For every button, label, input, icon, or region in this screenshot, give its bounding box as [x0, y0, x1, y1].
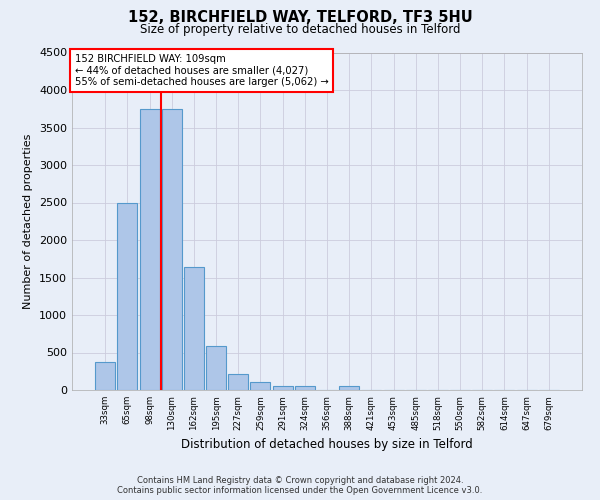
Bar	[295, 386, 315, 390]
Text: 152 BIRCHFIELD WAY: 109sqm
← 44% of detached houses are smaller (4,027)
55% of s: 152 BIRCHFIELD WAY: 109sqm ← 44% of deta…	[74, 54, 328, 88]
X-axis label: Distribution of detached houses by size in Telford: Distribution of detached houses by size …	[181, 438, 473, 451]
Bar	[162, 109, 182, 390]
Bar	[228, 374, 248, 390]
Bar	[206, 346, 226, 390]
Text: 152, BIRCHFIELD WAY, TELFORD, TF3 5HU: 152, BIRCHFIELD WAY, TELFORD, TF3 5HU	[128, 10, 472, 25]
Bar	[118, 202, 137, 390]
Bar	[184, 267, 204, 390]
Bar	[272, 386, 293, 390]
Bar	[250, 382, 271, 390]
Text: Contains HM Land Registry data © Crown copyright and database right 2024.
Contai: Contains HM Land Registry data © Crown c…	[118, 476, 482, 495]
Bar	[140, 109, 160, 390]
Bar	[95, 362, 115, 390]
Y-axis label: Number of detached properties: Number of detached properties	[23, 134, 34, 309]
Text: Size of property relative to detached houses in Telford: Size of property relative to detached ho…	[140, 22, 460, 36]
Bar	[339, 386, 359, 390]
